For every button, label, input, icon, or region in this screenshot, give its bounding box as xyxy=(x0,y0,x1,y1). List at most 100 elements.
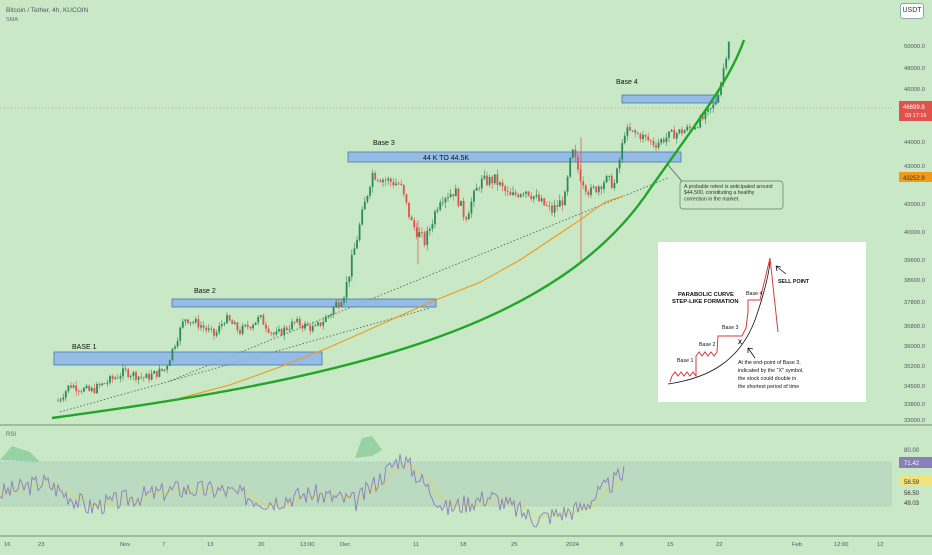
candle-body xyxy=(106,382,109,384)
trendlines xyxy=(59,177,669,413)
candle-body xyxy=(241,325,244,334)
candle-body xyxy=(392,181,395,186)
candle-body xyxy=(618,159,621,169)
candle-body xyxy=(202,325,205,328)
candle-body xyxy=(298,318,301,326)
candle-body xyxy=(374,172,377,180)
candle-body xyxy=(179,327,182,341)
candle-body xyxy=(434,211,436,225)
currency-button[interactable]: USDT xyxy=(900,3,924,19)
inset-curve xyxy=(667,261,771,385)
candle-body xyxy=(535,194,538,197)
candle-body xyxy=(340,302,343,307)
candle-body xyxy=(681,129,683,134)
candle-body xyxy=(532,196,535,200)
candle-body xyxy=(678,129,681,134)
candle-body xyxy=(410,216,413,221)
candle-body xyxy=(538,194,540,202)
candle-body xyxy=(184,319,187,322)
candle-body xyxy=(142,377,145,379)
inset-subtitle: STEP-LIKE FORMATION xyxy=(672,299,739,305)
candle-body xyxy=(257,316,260,323)
price-tick: 48000.0 xyxy=(904,66,925,72)
candle-body xyxy=(592,186,595,188)
time-tick: 13 xyxy=(207,542,213,548)
candle-body xyxy=(228,315,231,321)
callout-text: A probable retest is anticipated around $… xyxy=(684,184,773,202)
base-label: BASE 1 xyxy=(72,344,97,351)
candle-body xyxy=(608,175,611,177)
sma-value: 43252.9 xyxy=(903,176,925,182)
price-tick: 33800.0 xyxy=(904,402,925,408)
rsi-signal: 58.59 xyxy=(904,480,920,486)
candle-body xyxy=(722,68,725,83)
candle-body xyxy=(148,373,150,380)
candle-body xyxy=(486,175,488,185)
candle-body xyxy=(428,228,431,231)
base-box xyxy=(621,94,718,104)
candle-body xyxy=(135,372,137,380)
candle-body xyxy=(280,329,283,336)
candle-body xyxy=(259,315,262,317)
trendline-lower xyxy=(59,307,431,413)
candle-body xyxy=(657,142,660,148)
candle-body xyxy=(57,400,59,402)
candle-body xyxy=(376,179,379,181)
candle-body xyxy=(166,365,169,370)
time-tick: Feb xyxy=(792,542,802,548)
inset-sell-point: SELL POINT xyxy=(778,279,810,285)
candle-body xyxy=(77,391,80,392)
candle-body xyxy=(75,385,78,392)
rsi-signal-tag xyxy=(899,476,932,486)
candle-body xyxy=(408,202,410,217)
candle-body xyxy=(309,325,312,331)
price-tick: 34500.0 xyxy=(904,384,925,390)
candle-body xyxy=(402,184,405,195)
candle-body xyxy=(70,385,72,388)
candle-body xyxy=(694,127,696,130)
candle-body xyxy=(488,176,491,185)
base-box xyxy=(347,151,682,163)
candle-body xyxy=(90,388,93,391)
candle-body xyxy=(327,315,330,317)
price-tick: 50000.0 xyxy=(904,44,925,50)
inset-title: PARABOLIC CURVE xyxy=(678,292,734,298)
candle-body xyxy=(634,130,637,133)
sma-tag xyxy=(899,172,932,182)
price-tick: 44000.0 xyxy=(904,140,925,146)
time-tick: 16 xyxy=(4,542,10,548)
candle-body xyxy=(647,136,650,141)
candle-body xyxy=(483,175,486,179)
candle-body xyxy=(101,383,104,386)
candle-body xyxy=(220,324,223,327)
candle-body xyxy=(262,315,265,325)
candle-body xyxy=(311,326,314,331)
candle-body xyxy=(597,186,600,193)
candle-body xyxy=(725,58,728,69)
rsi-lines xyxy=(0,436,625,528)
candle-body xyxy=(288,329,291,331)
candle-body xyxy=(499,182,501,185)
candle-body xyxy=(335,302,338,308)
candle-body xyxy=(317,322,319,326)
candle-body xyxy=(577,157,579,170)
candle-body xyxy=(431,224,434,229)
candle-body xyxy=(285,327,288,331)
candle-body xyxy=(213,328,215,336)
candle-body xyxy=(337,302,340,307)
candle-body xyxy=(439,202,442,210)
inset-base-label: Base 2 xyxy=(699,342,716,348)
candle-body xyxy=(387,178,390,181)
candle-body xyxy=(296,318,299,322)
candle-body xyxy=(83,387,85,392)
candle-body xyxy=(200,325,202,328)
base-label: Base 3 xyxy=(373,140,395,147)
candle-body xyxy=(670,129,673,132)
candle-body xyxy=(322,322,325,326)
candle-body xyxy=(558,200,561,207)
price-tick: 37800.0 xyxy=(904,300,925,306)
candle-body xyxy=(501,182,504,187)
candle-body xyxy=(707,109,709,112)
